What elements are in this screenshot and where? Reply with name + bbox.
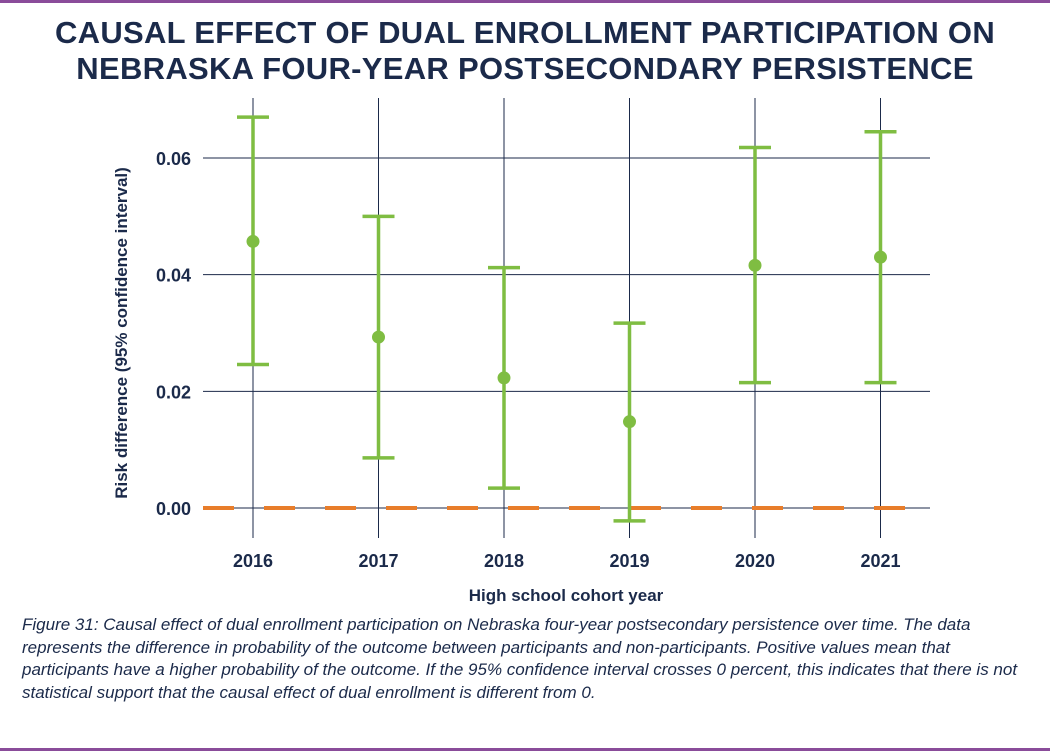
- grid-layer: [203, 98, 930, 538]
- chart-title: CAUSAL EFFECT OF DUAL ENROLLMENT PARTICI…: [0, 15, 1050, 87]
- x-tick-label: 2020: [735, 551, 775, 571]
- point-2018: [497, 371, 511, 385]
- error-bars-layer: [237, 115, 897, 523]
- points-layer: [246, 234, 887, 429]
- point-2016: [246, 234, 260, 248]
- y-tick-label: 0.00: [156, 499, 191, 519]
- chart-title-line-2: NEBRASKA FOUR-YEAR POSTSECONDARY PERSIST…: [76, 51, 974, 86]
- risk-difference-chart: 0.00 0.02 0.04 0.06 2016 2017 2018 2019 2020 2021…: [112, 98, 930, 605]
- axis-labels-layer: 0.00 0.02 0.04 0.06 2016 2017 2018 2019 2020 2021…: [112, 149, 901, 605]
- x-tick-label: 2017: [358, 551, 398, 571]
- y-tick-label: 0.06: [156, 149, 191, 169]
- point-2021: [874, 250, 887, 264]
- x-axis-label: High school cohort year: [469, 586, 664, 605]
- point-2019: [623, 415, 636, 429]
- y-tick-label: 0.02: [156, 382, 191, 402]
- point-2017: [372, 330, 385, 344]
- figure-caption: Figure 31: Causal effect of dual enrollm…: [22, 615, 1018, 702]
- point-2020: [748, 258, 762, 272]
- x-tick-label: 2018: [484, 551, 524, 571]
- x-tick-label: 2019: [609, 551, 649, 571]
- x-tick-label: 2021: [860, 551, 900, 571]
- y-axis-label: Risk difference (95% confidence interval…: [112, 167, 131, 499]
- x-tick-label: 2016: [233, 551, 273, 571]
- chart-title-line-1: CAUSAL EFFECT OF DUAL ENROLLMENT PARTICI…: [54, 15, 996, 50]
- y-tick-label: 0.04: [156, 266, 191, 286]
